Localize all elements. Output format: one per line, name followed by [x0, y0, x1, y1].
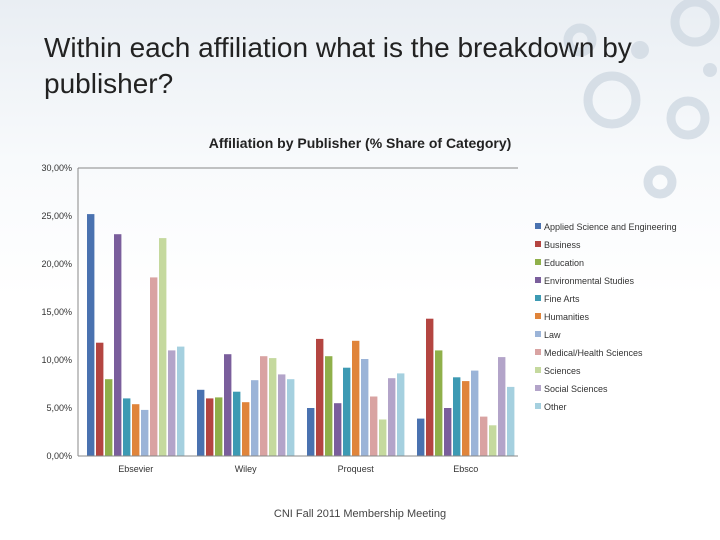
x-tick-label: Wiley [235, 464, 257, 474]
chart-title: Affiliation by Publisher (% Share of Cat… [209, 135, 512, 151]
x-axis-labels: Ebsevier Wiley Proquest Ebsco [118, 464, 478, 474]
bar [159, 238, 167, 456]
bar [206, 398, 214, 456]
y-tick-label: 30,00% [41, 163, 72, 173]
legend: Applied Science and Engineering Business E… [535, 222, 677, 412]
legend-label: Medical/Health Sciences [544, 348, 643, 358]
bar [251, 380, 259, 456]
legend-label: Fine Arts [544, 294, 580, 304]
bar [215, 397, 223, 456]
bar [453, 377, 461, 456]
bar [316, 338, 324, 456]
bar [278, 374, 286, 456]
legend-swatch [535, 223, 541, 229]
x-tick-label: Ebsevier [118, 464, 153, 474]
bar [123, 398, 131, 456]
bar [343, 367, 351, 456]
slide-footer: CNI Fall 2011 Membership Meeting [273, 508, 447, 520]
bar [96, 342, 104, 456]
legend-label: Applied Science and Engineering [544, 222, 677, 232]
bar [379, 419, 387, 456]
legend-swatch [535, 295, 541, 301]
legend-swatch [535, 277, 541, 283]
bar [105, 379, 113, 456]
y-tick-label: 25,00% [41, 211, 72, 221]
bar [242, 402, 250, 456]
bar [87, 214, 95, 456]
bar [168, 350, 176, 456]
legend-label: Other [544, 402, 567, 412]
bar [480, 416, 488, 456]
legend-swatch [535, 403, 541, 409]
legend-swatch [535, 331, 541, 337]
bar [141, 409, 149, 456]
slide-title: Within each affiliation what is the brea… [44, 32, 632, 99]
x-tick-label: Proquest [338, 464, 375, 474]
legend-swatch [535, 385, 541, 391]
legend-swatch [535, 259, 541, 265]
bar [197, 389, 205, 456]
bar [426, 318, 434, 456]
legend-swatch [535, 241, 541, 247]
x-tick-label: Ebsco [453, 464, 478, 474]
legend-label: Education [544, 258, 584, 268]
bar [397, 373, 405, 456]
bar [269, 358, 277, 456]
bar [132, 404, 140, 456]
bar [287, 379, 295, 456]
y-tick-label: 10,00% [41, 355, 72, 365]
legend-label: Business [544, 240, 581, 250]
bar [444, 408, 452, 456]
bar [370, 396, 378, 456]
bar [224, 354, 232, 456]
legend-label: Humanities [544, 312, 590, 322]
bar [233, 391, 241, 456]
bars [87, 214, 515, 456]
legend-label: Law [544, 330, 561, 340]
y-tick-label: 0,00% [46, 451, 72, 461]
bar [388, 378, 396, 456]
bar [352, 340, 360, 456]
legend-label: Environmental Studies [544, 276, 635, 286]
y-tick-label: 5,00% [46, 403, 72, 413]
bar [307, 408, 315, 456]
bar [489, 425, 497, 456]
legend-label: Social Sciences [544, 384, 608, 394]
y-tick-label: 15,00% [41, 307, 72, 317]
bar [260, 356, 268, 456]
bar [435, 350, 443, 456]
legend-label: Sciences [544, 366, 581, 376]
bar [498, 357, 506, 456]
bar [334, 403, 342, 456]
bar [177, 346, 185, 456]
legend-swatch [535, 349, 541, 355]
bar [361, 359, 369, 456]
bar [114, 234, 122, 456]
legend-swatch [535, 313, 541, 319]
bar [462, 381, 470, 456]
bar [507, 386, 515, 456]
y-tick-label: 20,00% [41, 259, 72, 269]
bar [471, 370, 479, 456]
y-axis-ticks: 0,00% 5,00% 10,00% 15,00% 20,00% 25,00% 30,00% [41, 163, 72, 461]
bar [150, 277, 158, 456]
bar [417, 418, 425, 456]
bar [325, 356, 333, 456]
legend-swatch [535, 367, 541, 373]
